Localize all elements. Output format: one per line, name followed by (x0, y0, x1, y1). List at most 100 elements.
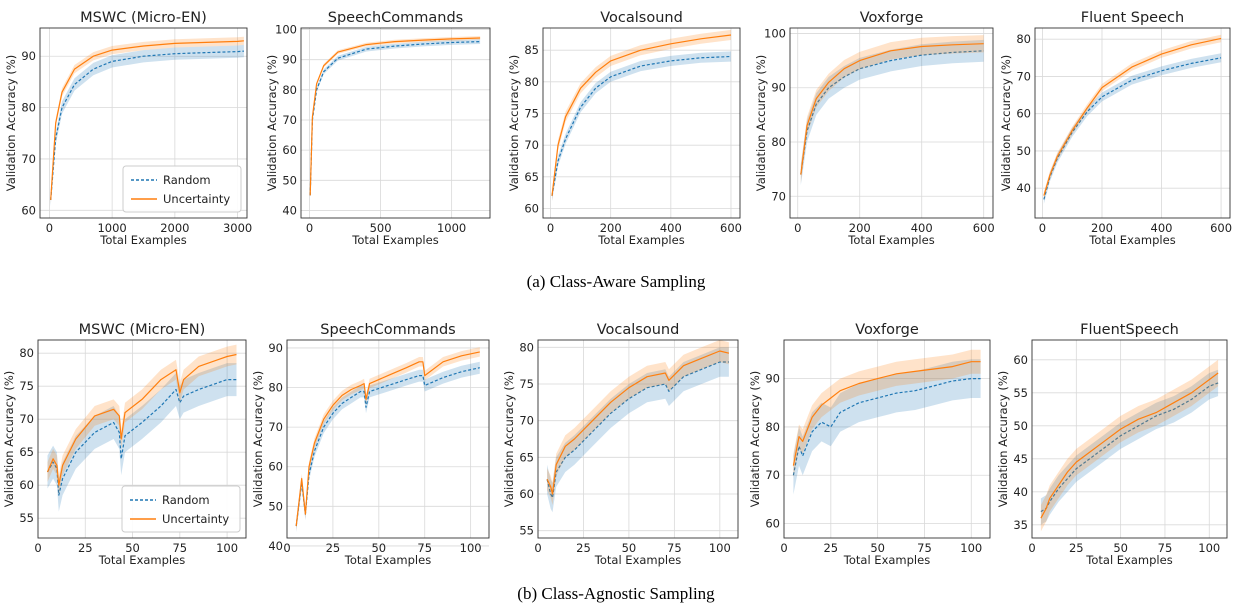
series-line-uncertainty (46, 353, 237, 486)
y-axis-label: Validation Accuracy (%) (996, 371, 1010, 508)
x-tick-label: 0 (283, 541, 290, 555)
x-axis-label: Total Examples (99, 233, 186, 247)
y-tick-label: 60 (282, 143, 297, 157)
chart-panel-6: 55 60 65 70 75 80 0 25 50 75 100 MSWC (Micro-EN) Tot… (2, 322, 247, 567)
legend-label-random: Random (163, 173, 211, 187)
y-tick-label: 60 (524, 202, 539, 216)
x-tick-label: 0 (547, 221, 554, 235)
confidence-band-random (552, 51, 731, 201)
confidence-band-random (800, 39, 984, 186)
y-tick-label: 50 (268, 499, 283, 513)
chart-panel-8: 55 60 65 70 75 80 0 25 50 75 100 Vocalsound Total Ex… (502, 322, 739, 567)
series-line-random (46, 379, 237, 496)
x-tick-label: 200 (849, 221, 871, 235)
x-tick-label: 25 (326, 541, 341, 555)
series-line-uncertainty (295, 351, 480, 527)
y-tick-label: 40 (1016, 181, 1031, 195)
x-tick-label: 0 (794, 221, 801, 235)
y-tick-label: 50 (282, 173, 297, 187)
y-tick-label: 75 (519, 377, 534, 391)
y-tick-label: 70 (1016, 69, 1031, 83)
x-tick-label: 0 (1028, 541, 1035, 555)
x-tick-label: 50 (870, 541, 885, 555)
series-line-uncertainty (1043, 37, 1222, 196)
y-tick-label: 80 (765, 420, 780, 434)
x-tick-label: 100 (960, 541, 982, 555)
series-line-uncertainty (1040, 372, 1219, 519)
confidence-band-random (296, 361, 480, 533)
y-tick-label: 55 (19, 511, 34, 525)
plot-frame (39, 27, 248, 219)
series-line-random (50, 50, 244, 201)
y-axis-label: Validation Accuracy (%) (754, 55, 768, 192)
confidence-band-uncertainty (552, 29, 731, 201)
chart-panel-4: 70 80 90 100 0 200 400 600 Voxforge Total Example… (754, 10, 995, 247)
x-tick-label: 0 (34, 541, 41, 555)
y-axis-label: Validation Accuracy (%) (502, 371, 516, 508)
x-tick-label: 50 (125, 541, 140, 555)
x-tick-label: 400 (911, 221, 933, 235)
y-tick-label: 40 (268, 539, 283, 553)
x-tick-label: 1000 (437, 221, 466, 235)
confidence-band-random (547, 347, 729, 513)
legend-label-random: Random (162, 493, 210, 507)
y-axis-label: Validation Accuracy (%) (4, 55, 18, 192)
confidence-band-random (793, 359, 981, 495)
y-tick-label: 55 (519, 524, 534, 538)
y-axis-label: Validation Accuracy (%) (507, 55, 521, 192)
series-line-random (551, 55, 732, 196)
x-tick-label: 3000 (223, 221, 252, 235)
legend-box (122, 165, 242, 213)
x-tick-label: 400 (1151, 221, 1173, 235)
chart-title: MSWC (Micro-EN) (79, 322, 206, 338)
x-tick-label: 0 (46, 221, 53, 235)
y-tick-label: 80 (771, 135, 786, 149)
x-axis-label: Total Examples (597, 233, 684, 247)
confidence-band-random (310, 39, 481, 198)
y-tick-label: 90 (282, 53, 297, 67)
caption-class-aware: (a) Class-Aware Sampling (527, 272, 706, 291)
plot-frame (286, 339, 490, 539)
series-line-uncertainty (546, 350, 730, 495)
x-tick-label: 400 (660, 221, 682, 235)
x-tick-label: 200 (600, 221, 622, 235)
y-tick-label: 90 (268, 341, 283, 355)
x-tick-label: 100 (216, 541, 238, 555)
x-tick-label: 50 (622, 541, 637, 555)
y-axis-label: Validation Accuracy (%) (251, 371, 265, 508)
x-tick-label: 25 (823, 541, 838, 555)
x-tick-label: 200 (1091, 221, 1113, 235)
y-tick-label: 85 (524, 43, 539, 57)
legend-label-uncertainty: Uncertainty (162, 512, 229, 526)
x-tick-label: 50 (371, 541, 386, 555)
y-tick-label: 80 (282, 83, 297, 97)
y-axis-label: Validation Accuracy (%) (265, 55, 279, 192)
plot-frame (783, 339, 991, 539)
x-tick-label: 1000 (97, 221, 126, 235)
x-tick-label: 0 (306, 221, 313, 235)
chart-panel-9: 60 70 80 90 0 25 50 75 100 Voxforge Total Examples… (748, 322, 991, 567)
chart-panel-10: 35 40 45 50 55 60 0 25 50 75 100 FluentSpeech Total … (996, 322, 1228, 567)
y-tick-label: 80 (19, 346, 34, 360)
x-axis-label: Total Examples (1085, 553, 1172, 567)
y-tick-label: 40 (1013, 485, 1028, 499)
series-line-uncertainty (551, 34, 732, 196)
x-tick-label: 25 (1069, 541, 1084, 555)
y-tick-label: 60 (21, 203, 36, 217)
y-tick-label: 50 (1016, 144, 1031, 158)
plot-frame (300, 27, 491, 219)
y-tick-label: 60 (268, 460, 283, 474)
y-tick-label: 100 (275, 23, 297, 37)
x-axis-label: Total Examples (344, 553, 431, 567)
y-tick-label: 35 (1013, 518, 1028, 532)
y-tick-label: 90 (21, 49, 36, 63)
x-tick-label: 75 (417, 541, 432, 555)
series-line-uncertainty (792, 361, 981, 466)
x-tick-label: 25 (78, 541, 93, 555)
confidence-band-random (1043, 53, 1222, 204)
x-axis-label: Total Examples (1088, 233, 1175, 247)
y-tick-label: 40 (282, 203, 297, 217)
y-tick-label: 75 (19, 379, 34, 393)
y-tick-label: 75 (524, 107, 539, 121)
confidence-band-uncertainty (547, 340, 729, 505)
